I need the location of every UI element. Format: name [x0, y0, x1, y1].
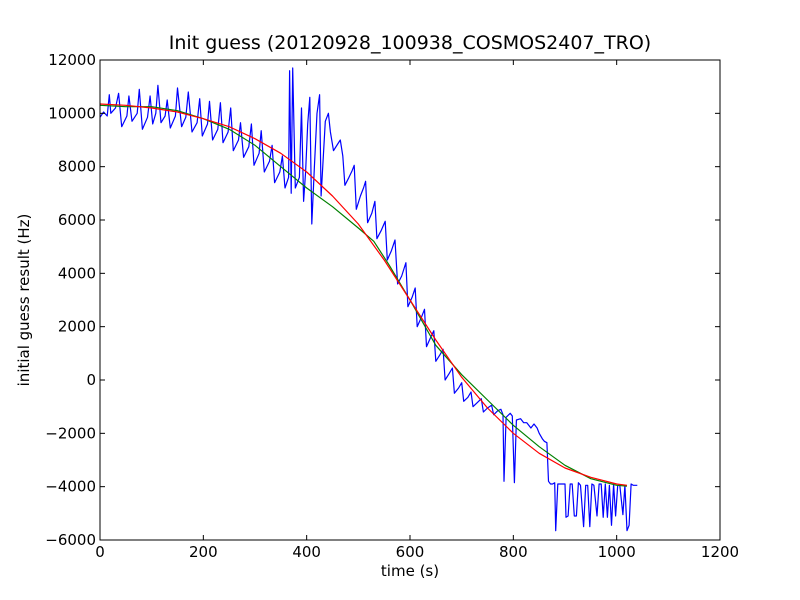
x-tick-label: 400: [292, 543, 321, 561]
series-layer: [99, 67, 638, 532]
y-tick-label: 4000: [58, 264, 96, 282]
x-tick-label: 200: [189, 543, 218, 561]
y-tick-label: 10000: [48, 104, 96, 122]
y-tick-label: 0: [86, 371, 96, 389]
series-line-3: [99, 103, 628, 486]
x-axis-label: time (s): [381, 562, 439, 580]
x-tick-label: 600: [396, 543, 425, 561]
series-line-1: [99, 67, 638, 532]
y-tick-label: −2000: [45, 424, 96, 442]
x-tick-label: 1000: [598, 543, 636, 561]
y-tick-label: −4000: [45, 478, 96, 496]
y-tick-label: −6000: [45, 531, 96, 549]
x-tick-label: 800: [499, 543, 528, 561]
ticks-layer: 0 200 400 600 800 1000 1200 −6000 −4000 −2000 0 200…: [45, 51, 739, 561]
y-axis-label: initial guess result (Hz): [15, 214, 33, 387]
y-tick-label: 8000: [58, 158, 96, 176]
y-tick-label: 6000: [58, 211, 96, 229]
y-tick-label: 2000: [58, 318, 96, 336]
x-tick-label: 0: [95, 543, 105, 561]
y-tick-label: 12000: [48, 51, 96, 69]
x-tick-label: 1200: [701, 543, 739, 561]
chart-title: Init guess (20120928_100938_COSMOS2407_T…: [169, 32, 651, 54]
